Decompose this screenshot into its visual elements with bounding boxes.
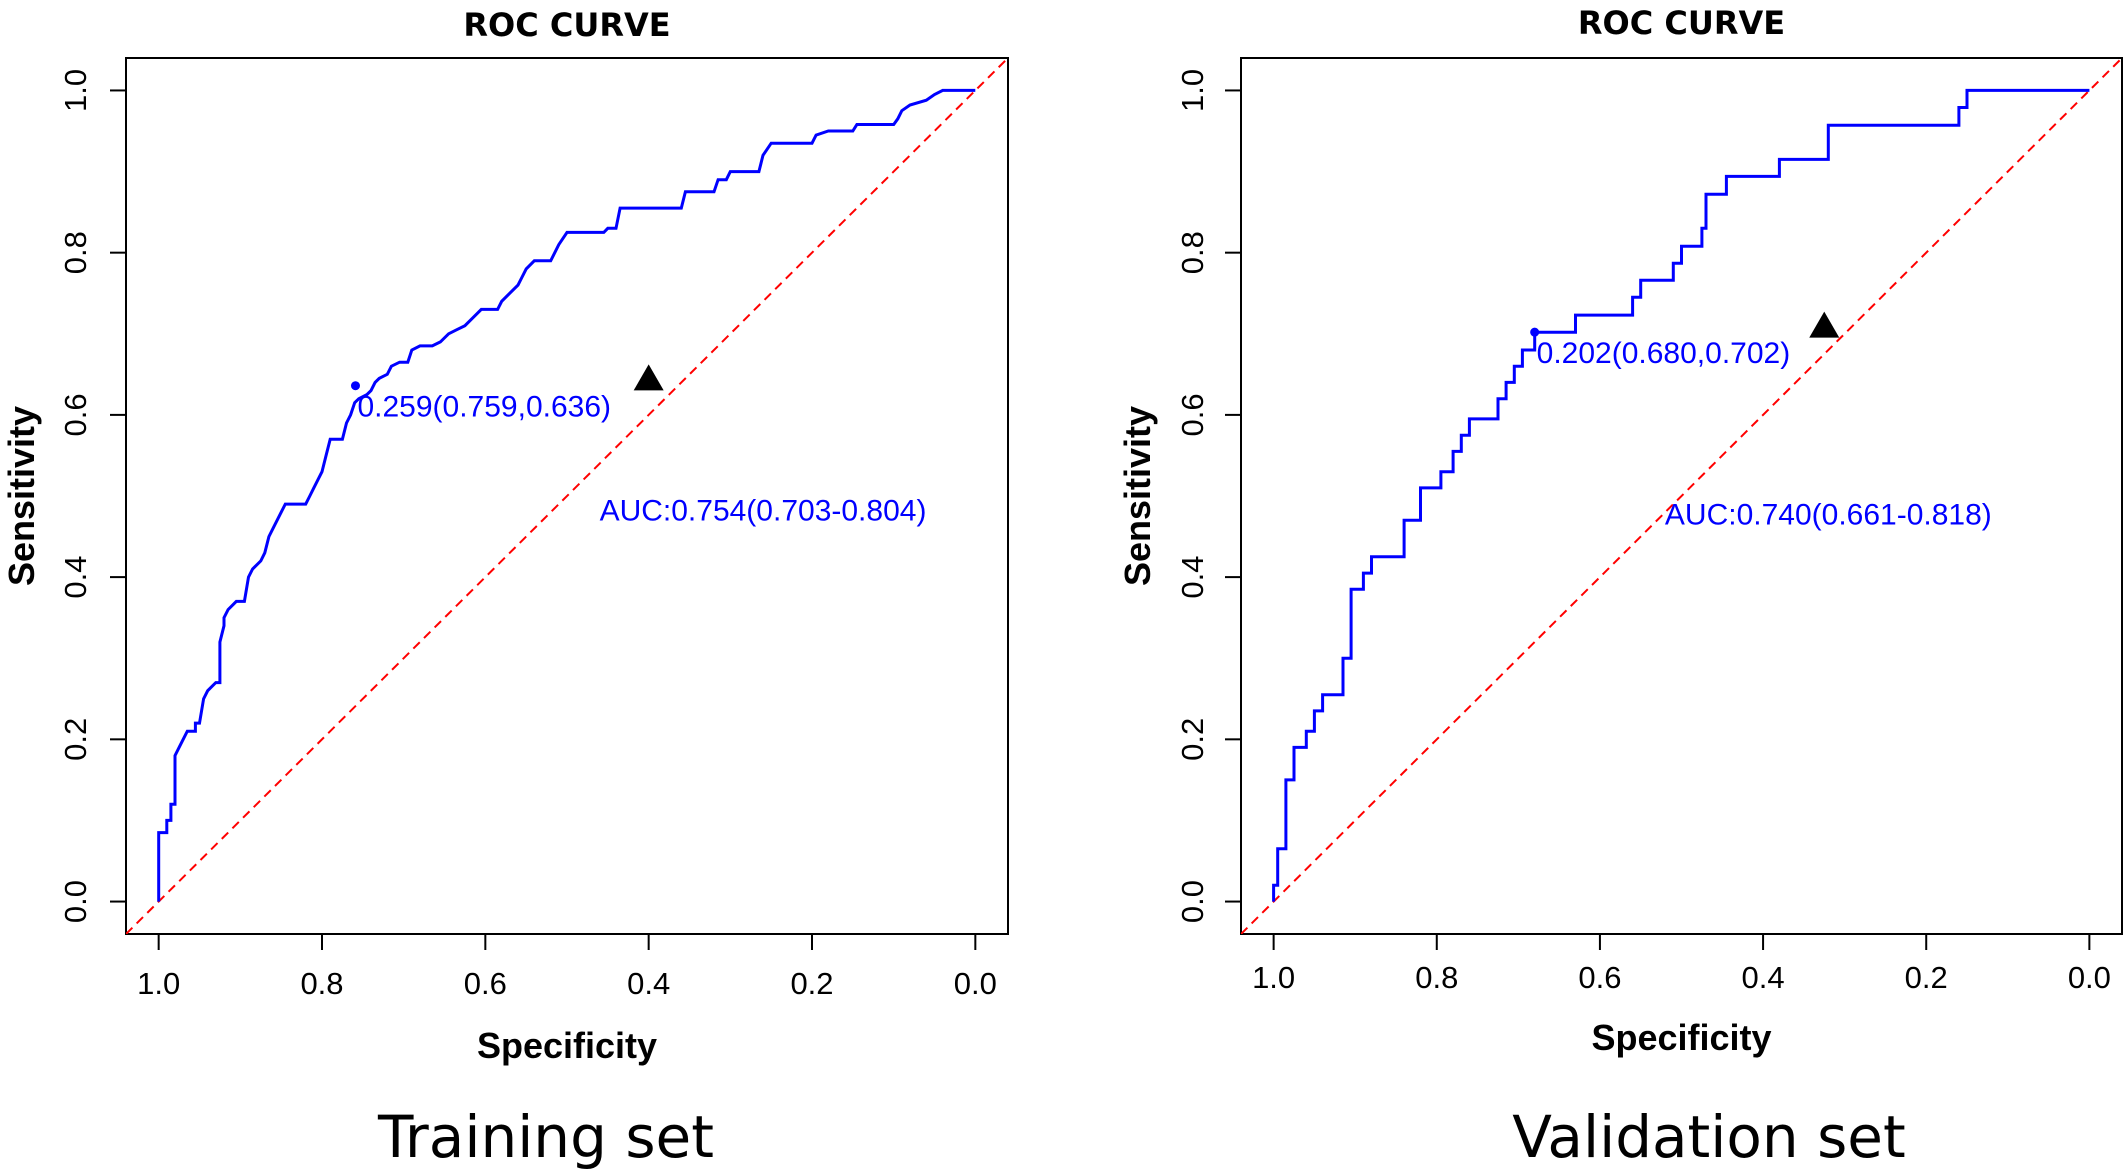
panel-caption: Validation set <box>1512 1103 1905 1171</box>
y-tick-label: 1.0 <box>58 69 93 112</box>
x-tick-label: 0.2 <box>790 966 833 1001</box>
panel-caption: Training set <box>377 1103 714 1171</box>
x-tick-label: 0.8 <box>300 966 343 1001</box>
y-axis-label: Sensitivity <box>1117 406 1158 586</box>
y-tick-label: 0.6 <box>58 393 93 436</box>
x-tick-label: 0.6 <box>1578 960 1621 995</box>
chart-title: ROC CURVE <box>1578 4 1785 42</box>
y-axis-label: Sensitivity <box>1 406 42 586</box>
x-tick-label: 0.8 <box>1415 960 1458 995</box>
x-tick-label: 0.6 <box>464 966 507 1001</box>
x-tick-label: 0.2 <box>1905 960 1948 995</box>
best-threshold-point <box>1530 327 1540 337</box>
chart-title: ROC CURVE <box>463 6 670 44</box>
plot-frame <box>1240 57 2123 935</box>
y-tick-label: 0.0 <box>58 880 93 923</box>
y-tick-label: 0.0 <box>1175 880 1210 923</box>
plot-frame <box>125 57 1009 935</box>
y-tick-label: 0.4 <box>1175 556 1210 599</box>
x-tick-label: 1.0 <box>1252 960 1295 995</box>
x-axis-label: Specificity <box>1591 1017 1771 1058</box>
best-threshold-label: 0.259(0.759,0.636) <box>357 391 611 424</box>
validation-roc-panel: ROC CURVE 1.0 0.8 0.6 0.4 0.2 0.0 0.0 0.2 0.4 0.6 0… <box>1117 4 2123 1171</box>
x-tick-label: 0.4 <box>1742 960 1785 995</box>
best-threshold-point <box>350 381 360 391</box>
x-tick-label: 0.0 <box>954 966 997 1001</box>
x-tick-label: 0.4 <box>627 966 670 1001</box>
y-tick-label: 0.6 <box>1175 393 1210 436</box>
roc-curve-line <box>1272 88 2090 902</box>
y-tick-label: 0.8 <box>1175 231 1210 274</box>
x-axis-label: Specificity <box>477 1025 657 1066</box>
triangle-marker <box>1809 311 1840 338</box>
reference-diagonal-line <box>1241 58 2122 934</box>
best-threshold-label: 0.202(0.680,0.702) <box>1537 337 1791 370</box>
x-tick-label: 0.0 <box>2068 960 2111 995</box>
y-tick-label: 0.8 <box>58 231 93 274</box>
y-tick-label: 0.2 <box>1175 718 1210 761</box>
auc-label: AUC:0.740(0.661-0.818) <box>1665 498 1992 531</box>
y-tick-label: 0.4 <box>58 556 93 599</box>
roc-curve-line <box>157 88 976 902</box>
reference-diagonal-line <box>126 58 1008 934</box>
y-tick-label: 0.2 <box>58 718 93 761</box>
triangle-marker <box>633 364 664 391</box>
auc-label: AUC:0.754(0.703-0.804) <box>600 494 927 527</box>
training-roc-panel: ROC CURVE 1.0 0.8 0.6 0.4 0.2 0.0 0.0 0.2 0.4 0.6 0… <box>1 6 1009 1171</box>
y-tick-label: 1.0 <box>1175 69 1210 112</box>
x-tick-label: 1.0 <box>137 966 180 1001</box>
